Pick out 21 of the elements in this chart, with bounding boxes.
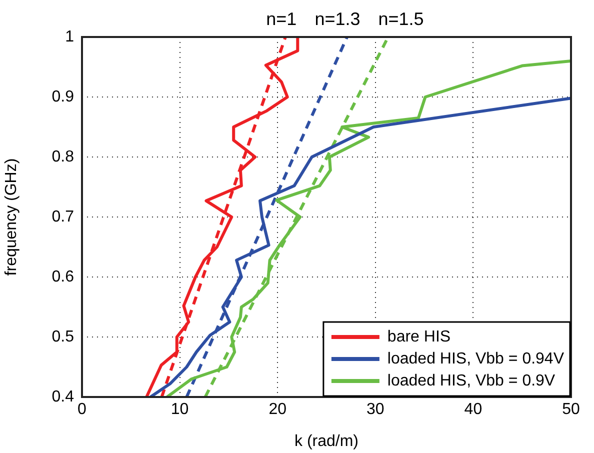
y-tick-label: 1 <box>65 28 74 46</box>
y-tick-label: 0.8 <box>52 148 74 166</box>
text: n=1.5 <box>378 8 424 29</box>
x-axis-title: k (rad/m) <box>294 432 358 450</box>
x-tick-label: 20 <box>268 401 287 418</box>
x-tick-label: 50 <box>562 401 580 418</box>
x-tick-label: 40 <box>464 401 482 418</box>
legend-label: loaded HIS, Vbb = 0.94V <box>387 350 564 368</box>
y-tick-label: 0.7 <box>52 208 74 226</box>
y-tick-label: 0.5 <box>52 328 74 346</box>
text: n=1 <box>266 8 297 29</box>
y-tick-label: 0.6 <box>52 268 74 286</box>
legend-label: bare HIS <box>387 328 451 346</box>
y-tick-label: 0.9 <box>52 88 74 106</box>
y-tick-label: 0.4 <box>52 388 74 406</box>
text: n=1.3 <box>314 8 360 29</box>
legend-label: loaded HIS, Vbb = 0.9V <box>387 372 556 390</box>
x-tick-label: 0 <box>78 401 87 418</box>
y-axis-title: frequency (GHz) <box>3 158 20 276</box>
x-tick-label: 10 <box>170 401 189 418</box>
x-tick-label: 30 <box>366 401 384 418</box>
